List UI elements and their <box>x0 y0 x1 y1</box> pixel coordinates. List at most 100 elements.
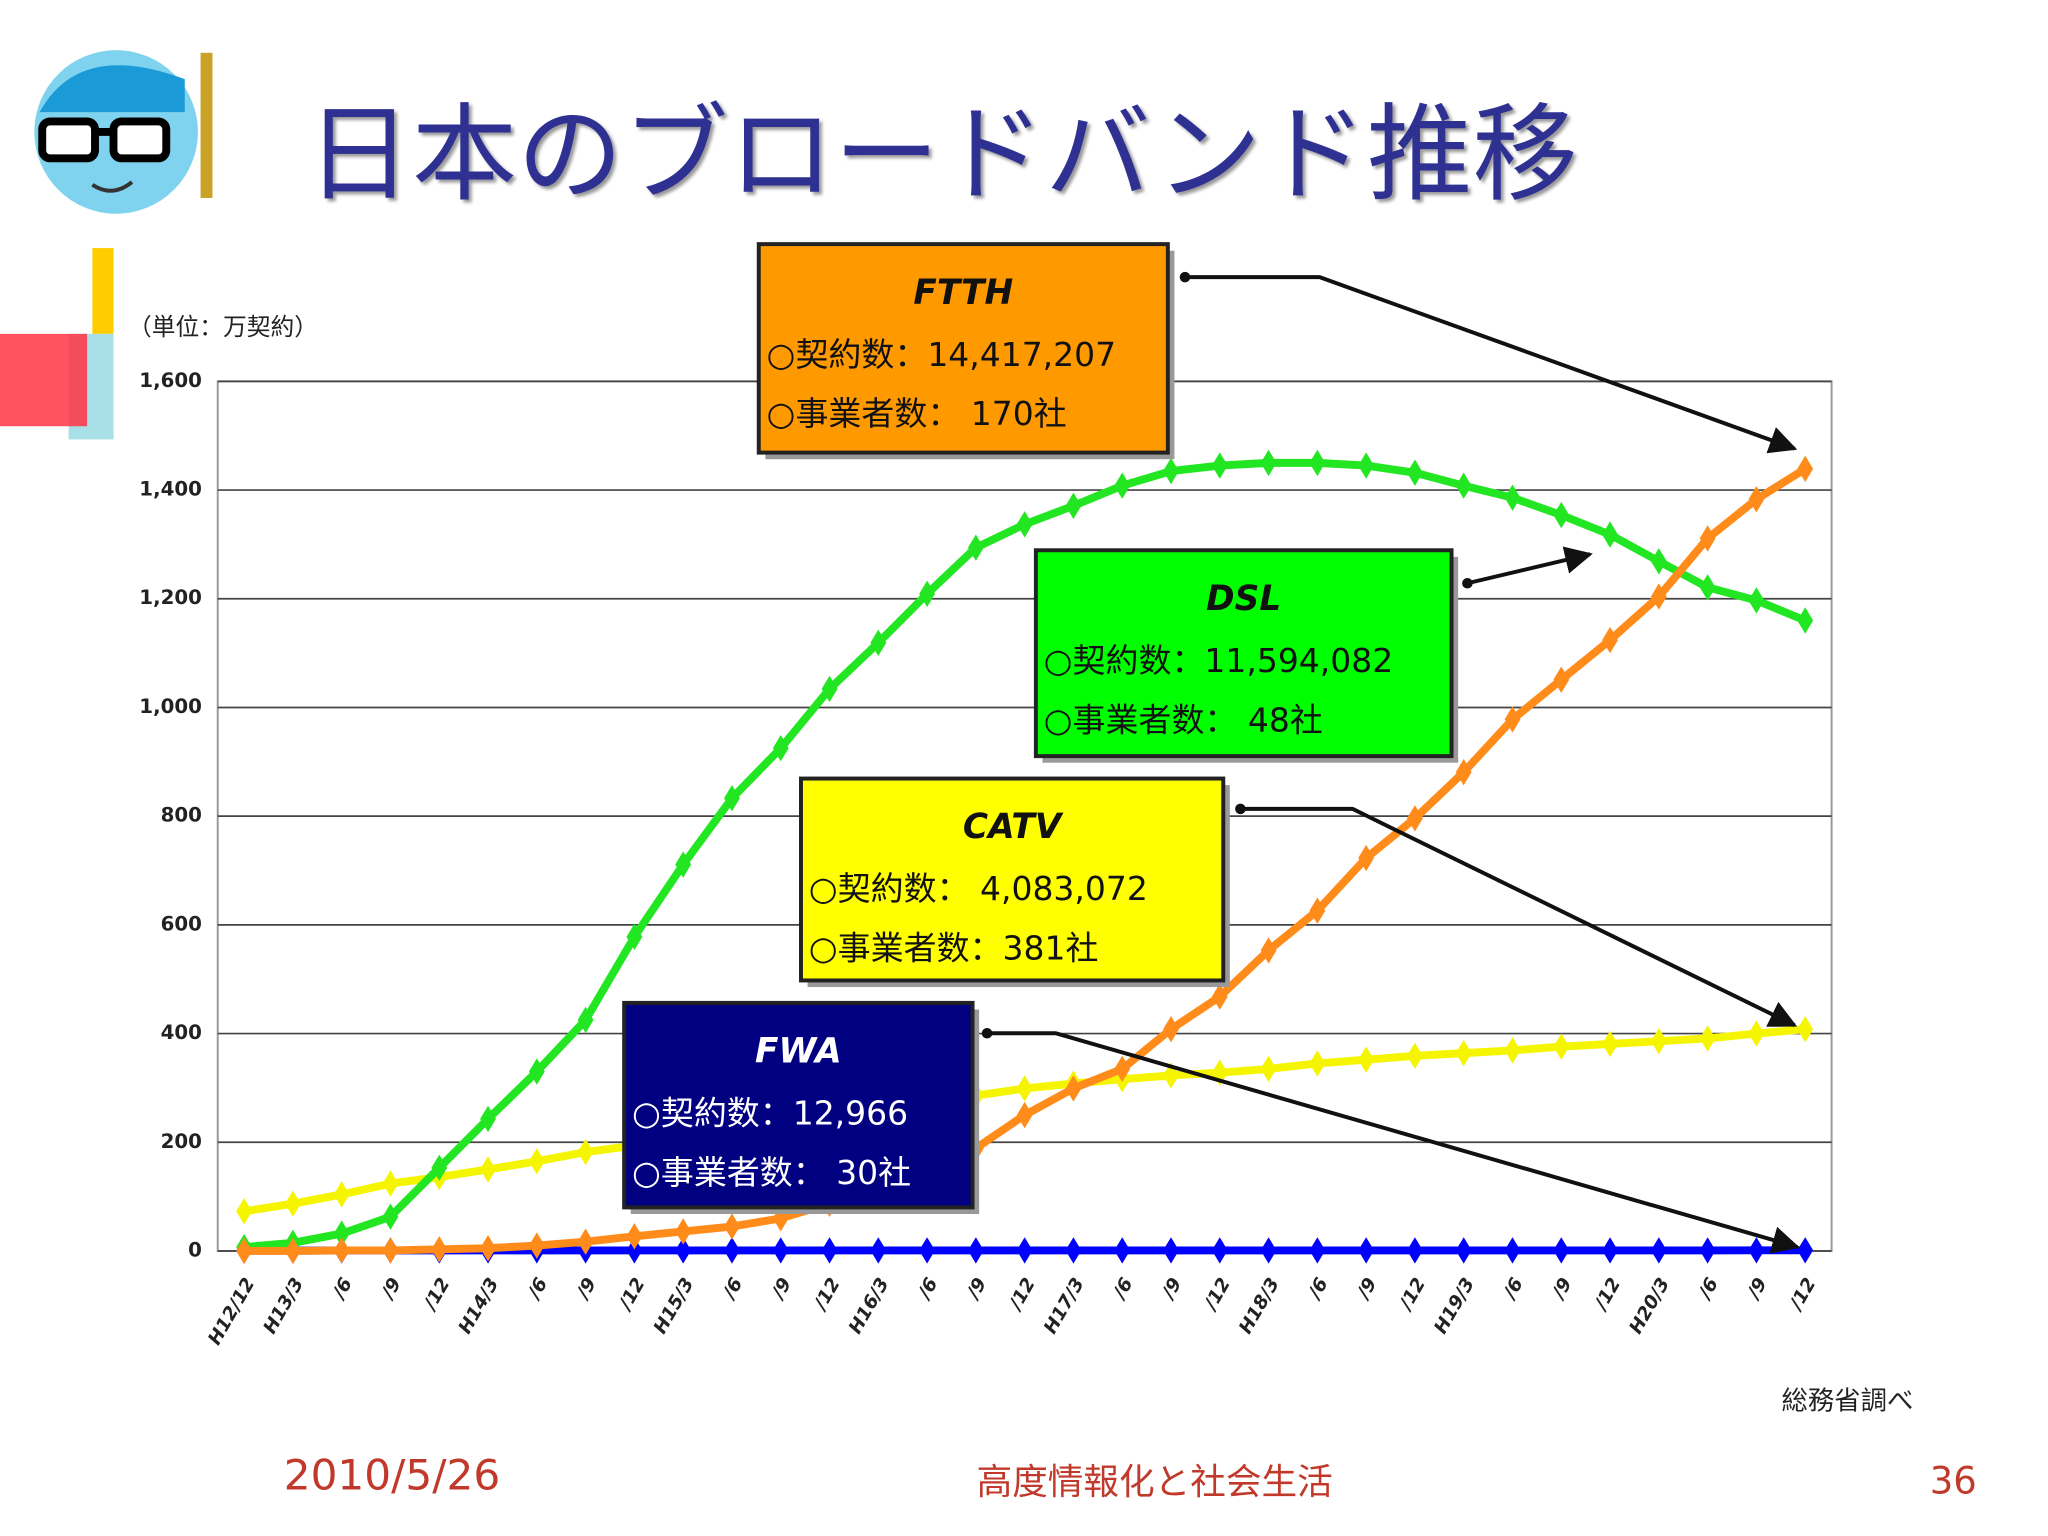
x-tick-label: /12 <box>1395 1275 1430 1315</box>
callout-arrow <box>1466 546 1593 586</box>
data-point <box>1309 897 1326 924</box>
x-tick-label: /6 <box>1694 1274 1723 1303</box>
x-tick-label: H16/3 <box>845 1275 894 1338</box>
callout-arrow <box>1240 806 1798 1028</box>
slide-title: 日本のブロードバンド推移 <box>306 93 1578 216</box>
y-tick-label: 1,600 <box>139 369 202 392</box>
data-point <box>1407 459 1423 486</box>
x-tick-label: /9 <box>767 1274 796 1303</box>
callout-contracts: ○契約数：12,966 <box>632 1094 908 1133</box>
data-point <box>1553 501 1570 529</box>
callout-title: FTTH <box>913 273 1013 313</box>
data-point <box>1602 521 1618 548</box>
data-point <box>1065 492 1082 520</box>
x-tick-label: /6 <box>913 1274 942 1303</box>
data-point <box>1358 452 1375 479</box>
data-point <box>1553 1033 1570 1060</box>
x-tick-label: /12 <box>809 1275 844 1315</box>
x-tick-label: /6 <box>1499 1274 1528 1303</box>
data-point <box>626 923 643 951</box>
footer-date: 2010/5/26 <box>284 1450 500 1499</box>
x-tick-label: H18/3 <box>1235 1275 1284 1338</box>
callout-arrow <box>987 1031 1800 1254</box>
x-tick-label: /12 <box>1590 1275 1625 1315</box>
callout-title: CATV <box>963 807 1064 847</box>
data-point <box>1114 472 1131 499</box>
data-point <box>1699 574 1716 601</box>
callout-operators: ○事業者数： 170社 <box>767 394 1067 433</box>
callout-arrow <box>1184 275 1798 454</box>
data-point <box>528 1058 545 1085</box>
x-tick-label: /6 <box>718 1274 747 1303</box>
x-tick-label: /9 <box>962 1274 991 1303</box>
data-point <box>333 1220 350 1247</box>
x-tick-label: H17/3 <box>1040 1275 1089 1338</box>
data-point <box>675 851 692 878</box>
data-point <box>1455 472 1472 499</box>
x-tick-label: /6 <box>523 1274 552 1303</box>
data-point <box>1211 983 1228 1010</box>
data-point <box>1211 452 1228 479</box>
x-tick-label: H19/3 <box>1430 1275 1479 1338</box>
decoration <box>0 50 213 440</box>
x-tick-label: /9 <box>572 1274 601 1303</box>
y-tick-label: 400 <box>161 1021 202 1044</box>
callout-contracts: ○契約数：14,417,207 <box>767 335 1116 374</box>
data-point <box>1797 1016 1814 1043</box>
x-tick-label: /9 <box>1352 1274 1381 1303</box>
data-point <box>1797 455 1814 483</box>
x-tick-label: /12 <box>419 1275 454 1315</box>
unit-label: （単位：万契約） <box>128 313 318 341</box>
source-note: 総務省調べ <box>1782 1387 1914 1417</box>
callout-operators: ○事業者数： 30社 <box>632 1153 911 1192</box>
x-tick-label: H12/12 <box>204 1275 259 1349</box>
x-tick-label: /12 <box>1200 1275 1235 1315</box>
x-tick-label: H20/3 <box>1626 1275 1675 1338</box>
y-tick-label: 1,000 <box>139 695 202 718</box>
callout-operators: ○事業者数： 48社 <box>1044 700 1323 739</box>
data-point <box>1602 1030 1618 1058</box>
x-tick-label: /6 <box>1108 1274 1137 1303</box>
callout-box <box>756 242 1170 455</box>
callout-contracts: ○契約数： 4,083,072 <box>809 869 1148 908</box>
callout-operators: ○事業者数：381社 <box>809 929 1099 968</box>
data-point <box>724 785 740 812</box>
page-number: 36 <box>1930 1460 1977 1503</box>
data-point <box>480 1235 496 1262</box>
callout-title: DSL <box>1206 579 1281 619</box>
footer-course: 高度情報化と社会生活 <box>977 1462 1333 1503</box>
data-point <box>528 1232 545 1259</box>
callout-box <box>799 776 1226 983</box>
data-point <box>1407 805 1423 832</box>
data-point <box>1504 484 1521 511</box>
data-point <box>1358 844 1375 872</box>
callout-box <box>622 1000 975 1210</box>
x-tick-label: H13/3 <box>260 1275 309 1338</box>
data-point <box>1553 666 1570 693</box>
data-point <box>1699 525 1716 552</box>
callout-contracts: ○契約数：11,594,082 <box>1044 641 1393 680</box>
x-tick-label: /12 <box>614 1275 649 1315</box>
data-point <box>1358 1046 1375 1073</box>
data-point <box>1407 1042 1423 1070</box>
data-point <box>1504 706 1521 733</box>
x-tick-label: /9 <box>377 1274 406 1303</box>
data-point <box>1650 583 1667 610</box>
x-tick-label: /12 <box>1785 1275 1820 1315</box>
x-tick-label: H15/3 <box>650 1275 699 1338</box>
data-point <box>480 1156 496 1183</box>
data-point <box>284 1237 301 1265</box>
y-tick-label: 600 <box>161 912 202 935</box>
data-point <box>772 735 789 762</box>
y-tick-label: 0 <box>188 1238 202 1261</box>
x-tick-label: H14/3 <box>455 1275 504 1338</box>
y-tick-label: 200 <box>161 1130 202 1153</box>
y-tick-label: 800 <box>161 804 202 827</box>
x-tick-label: /9 <box>1157 1274 1186 1303</box>
callout-title: FWA <box>755 1032 842 1072</box>
x-tick-label: /6 <box>328 1274 357 1303</box>
y-tick-label: 1,400 <box>139 478 202 501</box>
data-point <box>431 1154 448 1182</box>
data-point <box>919 580 936 608</box>
